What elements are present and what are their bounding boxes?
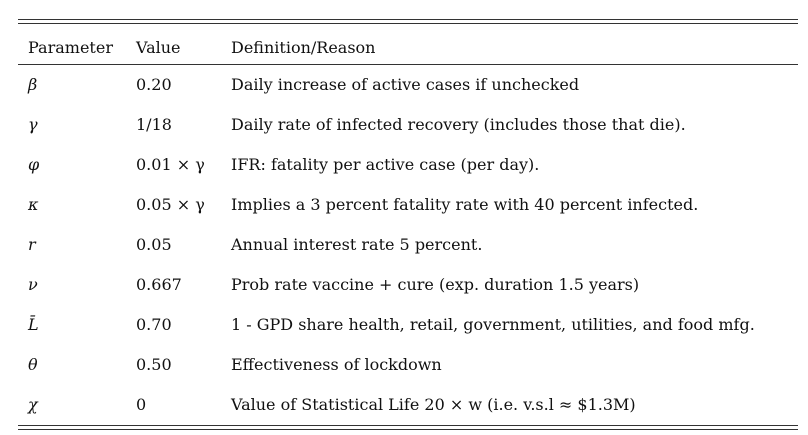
row-symbol: r	[28, 235, 36, 254]
row-symbol: χ	[28, 395, 38, 414]
table-row: γ 1/18 Daily rate of infected recovery (…	[18, 105, 798, 145]
row-definition: Daily increase of active cases if unchec…	[231, 75, 580, 94]
row-value: 0.05	[136, 235, 172, 254]
table-header-row: Parameter Value Definition/Reason	[18, 24, 798, 64]
header-value: Value	[136, 38, 181, 57]
bottom-double-rule	[18, 425, 798, 430]
row-value: 0.20	[136, 75, 172, 94]
table-row: ν 0.667 Prob rate vaccine + cure (exp. d…	[18, 265, 798, 305]
header-definition: Definition/Reason	[231, 38, 376, 57]
parameter-table: Parameter Value Definition/Reason β 0.20…	[18, 19, 798, 430]
row-definition: Implies a 3 percent fatality rate with 4…	[231, 195, 699, 214]
row-definition: Prob rate vaccine + cure (exp. duration …	[231, 275, 640, 294]
table-row: L̄ 0.70 1 - GPD share health, retail, go…	[18, 305, 798, 345]
row-definition: Value of Statistical Life 20 × w (i.e. v…	[231, 395, 636, 414]
row-value: 0.05 × γ	[136, 195, 205, 214]
row-definition: 1 - GPD share health, retail, government…	[231, 315, 755, 334]
row-symbol: γ	[28, 115, 38, 134]
row-value: 0.667	[136, 275, 182, 294]
table-row: χ 0 Value of Statistical Life 20 × w (i.…	[18, 385, 798, 425]
row-symbol: L̄	[28, 315, 39, 334]
table-row: κ 0.05 × γ Implies a 3 percent fatality …	[18, 185, 798, 225]
header-parameter: Parameter	[28, 38, 113, 57]
row-value: 0.70	[136, 315, 172, 334]
row-value: 0.01 × γ	[136, 155, 205, 174]
row-definition: Annual interest rate 5 percent.	[231, 235, 483, 254]
row-definition: Daily rate of infected recovery (include…	[231, 115, 686, 134]
table-row: φ 0.01 × γ IFR: fatality per active case…	[18, 145, 798, 185]
row-definition: IFR: fatality per active case (per day).	[231, 155, 540, 174]
row-value: 0	[136, 395, 147, 414]
top-double-rule	[18, 19, 798, 24]
row-symbol: κ	[28, 195, 39, 214]
row-symbol: θ	[28, 355, 38, 374]
row-symbol: φ	[28, 155, 40, 174]
row-definition: Effectiveness of lockdown	[231, 355, 442, 374]
table-row: θ 0.50 Effectiveness of lockdown	[18, 345, 798, 385]
row-symbol: β	[28, 75, 38, 94]
table-row: β 0.20 Daily increase of active cases if…	[18, 65, 798, 105]
table-row: r 0.05 Annual interest rate 5 percent.	[18, 225, 798, 265]
row-value: 1/18	[136, 115, 172, 134]
row-symbol: ν	[28, 275, 38, 294]
header-rule	[18, 64, 798, 65]
row-value: 0.50	[136, 355, 172, 374]
